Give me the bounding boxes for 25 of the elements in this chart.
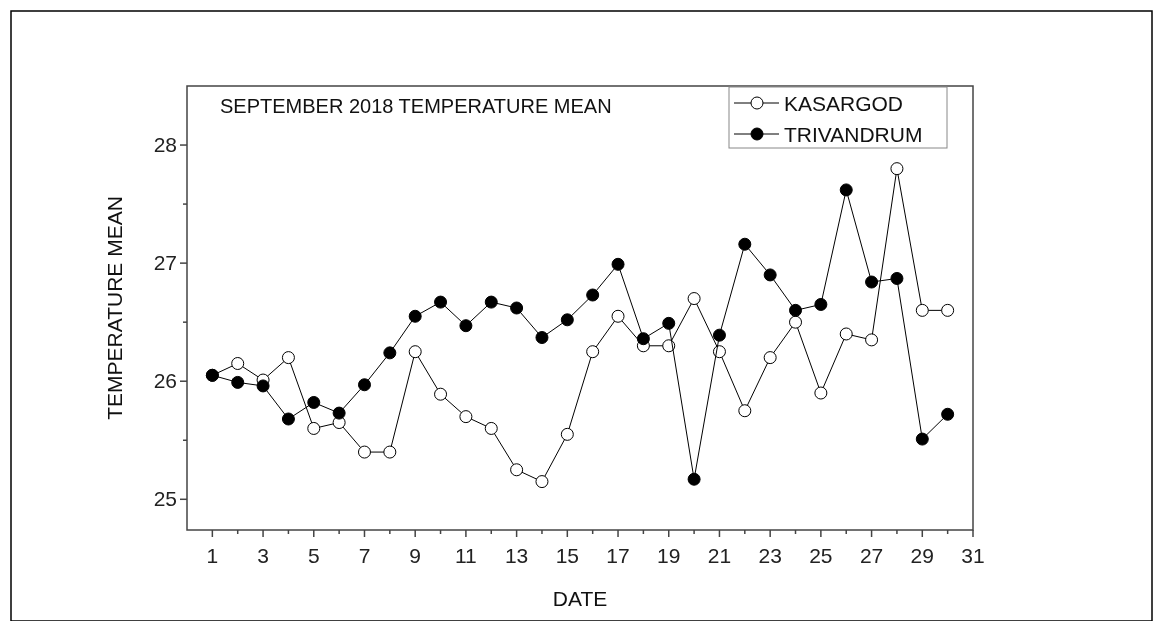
text: SEPTEMBER 2018 TEMPERATURE MEAN bbox=[220, 95, 612, 117]
x-tick-label: 19 bbox=[657, 544, 681, 567]
y-tick-label: 27 bbox=[153, 251, 177, 275]
x-tick-label: 11 bbox=[455, 544, 477, 567]
legend-label: KASARGOD bbox=[784, 92, 904, 115]
x-tick-label: 13 bbox=[504, 544, 529, 567]
x-tick-label: 1 bbox=[206, 544, 219, 567]
x-tick-label: 25 bbox=[809, 544, 833, 567]
x-tick-label: 5 bbox=[307, 544, 320, 567]
x-tick-label: 3 bbox=[257, 544, 269, 567]
y-tick-label: 26 bbox=[153, 369, 177, 393]
x-tick-label: 17 bbox=[606, 544, 630, 567]
y-tick-label: 25 bbox=[153, 487, 177, 511]
x-tick-label: 31 bbox=[961, 544, 985, 567]
x-tick-label: 7 bbox=[358, 544, 371, 567]
legend-label: TRIVANDRUM bbox=[784, 123, 923, 146]
x-tick-label: 15 bbox=[555, 544, 579, 567]
x-tick-label: 21 bbox=[707, 544, 732, 567]
x-tick-label: 9 bbox=[409, 544, 422, 567]
x-tick-label: 23 bbox=[758, 544, 782, 567]
y-tick-label: 28 bbox=[153, 133, 177, 157]
x-tick-label: 27 bbox=[859, 544, 884, 567]
y-axis-title: TEMPERATURE MEAN bbox=[103, 196, 126, 420]
x-axis-title: DATE bbox=[552, 587, 608, 610]
x-tick-label: 29 bbox=[910, 544, 934, 567]
